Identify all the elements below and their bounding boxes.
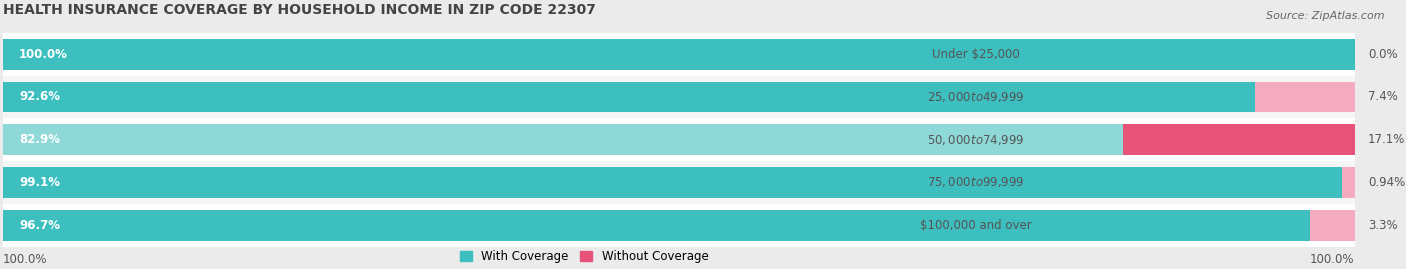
Text: 100.0%: 100.0% xyxy=(3,253,48,266)
Text: 100.0%: 100.0% xyxy=(1310,253,1354,266)
Bar xyxy=(3,204,1354,247)
Text: HEALTH INSURANCE COVERAGE BY HOUSEHOLD INCOME IN ZIP CODE 22307: HEALTH INSURANCE COVERAGE BY HOUSEHOLD I… xyxy=(3,3,596,17)
Text: Under $25,000: Under $25,000 xyxy=(932,48,1019,61)
Bar xyxy=(3,82,1254,112)
Text: 92.6%: 92.6% xyxy=(20,90,60,104)
Bar xyxy=(1310,210,1354,240)
Bar xyxy=(3,167,1343,198)
Bar xyxy=(3,39,1354,70)
Bar xyxy=(3,33,1354,76)
Text: 99.1%: 99.1% xyxy=(20,176,60,189)
Text: 0.0%: 0.0% xyxy=(1368,48,1398,61)
Text: 0.94%: 0.94% xyxy=(1368,176,1406,189)
Text: 100.0%: 100.0% xyxy=(20,48,67,61)
Bar xyxy=(1123,124,1354,155)
Text: $75,000 to $99,999: $75,000 to $99,999 xyxy=(928,175,1025,189)
Text: 7.4%: 7.4% xyxy=(1368,90,1398,104)
Bar xyxy=(3,76,1354,118)
Text: $50,000 to $74,999: $50,000 to $74,999 xyxy=(928,133,1025,147)
Text: Source: ZipAtlas.com: Source: ZipAtlas.com xyxy=(1267,11,1385,21)
Bar xyxy=(3,161,1354,204)
Text: 96.7%: 96.7% xyxy=(20,219,60,232)
Legend: With Coverage, Without Coverage: With Coverage, Without Coverage xyxy=(456,245,713,268)
Text: 82.9%: 82.9% xyxy=(20,133,60,146)
Bar xyxy=(3,210,1310,240)
Bar xyxy=(3,118,1354,161)
Text: 17.1%: 17.1% xyxy=(1368,133,1406,146)
Bar xyxy=(1254,82,1354,112)
Text: $100,000 and over: $100,000 and over xyxy=(921,219,1032,232)
Bar xyxy=(1343,167,1355,198)
Bar xyxy=(3,124,1123,155)
Text: 3.3%: 3.3% xyxy=(1368,219,1398,232)
Text: $25,000 to $49,999: $25,000 to $49,999 xyxy=(928,90,1025,104)
